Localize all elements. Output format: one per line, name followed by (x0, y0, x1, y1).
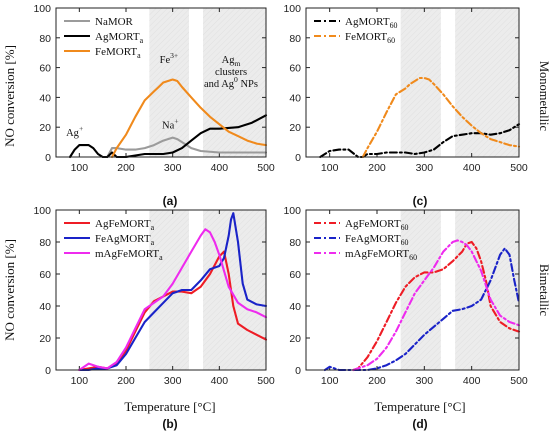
plot-frame (305, 209, 520, 371)
legend-label: mAgFeMORT60 (345, 248, 417, 262)
shaded-region-2 (203, 210, 266, 370)
y-tick-label: 40 (39, 92, 51, 104)
y-tick-label: 40 (289, 92, 301, 104)
x-tick-label: 200 (368, 162, 386, 174)
x-tick-label: 100 (321, 375, 339, 387)
x-tick-label: 400 (463, 162, 481, 174)
x-tick-label: 500 (257, 162, 275, 174)
x-axis-title-right: Temperature [°C] (374, 399, 465, 414)
plot-frame (305, 7, 520, 158)
x-tick-label: 400 (463, 375, 481, 387)
legend-label: FeAgMORTa (95, 233, 155, 247)
legend-label: NaMOR (95, 16, 134, 28)
y-tick-label: 60 (39, 269, 51, 281)
annotation-label: Ag+ (66, 124, 83, 139)
legend-label: FeMORTa (95, 46, 141, 60)
x-tick-label: 300 (164, 162, 182, 174)
series-line-namor (106, 136, 268, 159)
panel-label-a: (a) (163, 194, 178, 208)
annotation-label: Fe3+ (160, 51, 179, 66)
row-title-bimetallic: Bimetallic (537, 264, 550, 317)
series-line-feagmort (78, 212, 268, 372)
x-tick-label: 500 (510, 375, 528, 387)
panels-group: 100 200 300 400 500020406080100NaMORAgMORTaF… (33, 3, 527, 387)
shaded-region-2 (455, 8, 519, 157)
series-line-femort (110, 78, 268, 159)
y-tick-label: 0 (295, 152, 301, 164)
plot-frame (55, 209, 267, 371)
row-title-monometallic: Monometallic (537, 61, 550, 132)
annotation-label: Agm (222, 55, 241, 68)
series-line-magfemort (352, 239, 521, 372)
panel-label-c: (c) (413, 194, 428, 208)
plot-frame (55, 7, 267, 158)
y-tick-label: 20 (289, 122, 301, 134)
legend-label: AgFeMORT60 (345, 218, 409, 232)
legend-label: mAgFeMORTa (95, 248, 163, 262)
shaded-region-1 (149, 8, 189, 157)
legend-label: FeAgMORT60 (345, 233, 409, 247)
y-tick-label: 80 (39, 33, 51, 45)
y-tick-label: 100 (33, 205, 51, 217)
legend-label: FeMORT60 (345, 31, 395, 45)
legend-label: AgMORT60 (345, 16, 398, 30)
series-line-femort (361, 76, 521, 159)
annotation-label: clusters (215, 67, 247, 78)
y-tick-label: 0 (45, 365, 51, 377)
y-tick-label: 80 (289, 237, 301, 249)
x-tick-label: 200 (368, 375, 386, 387)
panel-d: 100 200 300 400 500 0 20 40 60 80 100 AgFeMORT60FeA… (283, 205, 527, 387)
y-tick-label: 100 (33, 3, 51, 15)
panel-c: 100 200 300 400 500 0 20 40 60 80 100 AgMORT60FeMOR… (283, 3, 527, 174)
panel-label-b: (b) (162, 417, 177, 431)
x-tick-label: 100 (71, 375, 89, 387)
y-tick-label: 20 (39, 122, 51, 134)
annotation-label: and Ag0 NPs (204, 75, 258, 90)
x-tick-label: 300 (164, 375, 182, 387)
shaded-region-2 (203, 8, 266, 157)
y-tick-label: 100 (283, 205, 301, 217)
x-tick-label: 400 (211, 375, 229, 387)
x-tick-label: 200 (117, 375, 135, 387)
x-tick-label: 100 (71, 162, 89, 174)
shaded-region-1 (400, 210, 441, 370)
legend-label: AgMORTa (95, 31, 144, 45)
x-tick-label: 500 (257, 375, 275, 387)
y-axis-title-bottom: NO conversion [%] (2, 239, 17, 341)
y-tick-label: 60 (39, 63, 51, 75)
x-tick-label: 500 (510, 162, 528, 174)
x-tick-label: 300 (416, 162, 434, 174)
y-tick-label: 40 (289, 301, 301, 313)
y-tick-label: 60 (289, 269, 301, 281)
series-line-agmort (319, 123, 521, 159)
annotation-label: Na+ (162, 117, 179, 132)
legend-label: AgFeMORTa (95, 218, 155, 232)
y-tick-label: 60 (289, 63, 301, 75)
y-tick-label: 80 (289, 33, 301, 45)
y-tick-label: 0 (295, 365, 301, 377)
x-tick-label: 200 (117, 162, 135, 174)
x-tick-label: 400 (211, 162, 229, 174)
x-axis-title-left: Temperature [°C] (124, 399, 215, 414)
y-tick-label: 0 (45, 152, 51, 164)
panel-a: 100 200 300 400 500020406080100NaMORAgMORTaF… (33, 3, 274, 174)
y-tick-label: 40 (39, 301, 51, 313)
x-tick-label: 100 (321, 162, 339, 174)
series-line-magfemort (78, 228, 268, 372)
y-axis-title-top: NO conversion [%] (2, 45, 17, 147)
y-tick-label: 20 (39, 333, 51, 345)
y-tick-label: 20 (289, 333, 301, 345)
y-tick-label: 80 (39, 237, 51, 249)
panel-label-d: (d) (412, 417, 427, 431)
shaded-region-1 (400, 8, 441, 157)
y-tick-label: 100 (283, 3, 301, 15)
panel-b: 100 200 300 400 500 0 20 40 60 80 100 AgFeMORTaFeAg… (33, 205, 274, 387)
x-tick-label: 300 (416, 375, 434, 387)
